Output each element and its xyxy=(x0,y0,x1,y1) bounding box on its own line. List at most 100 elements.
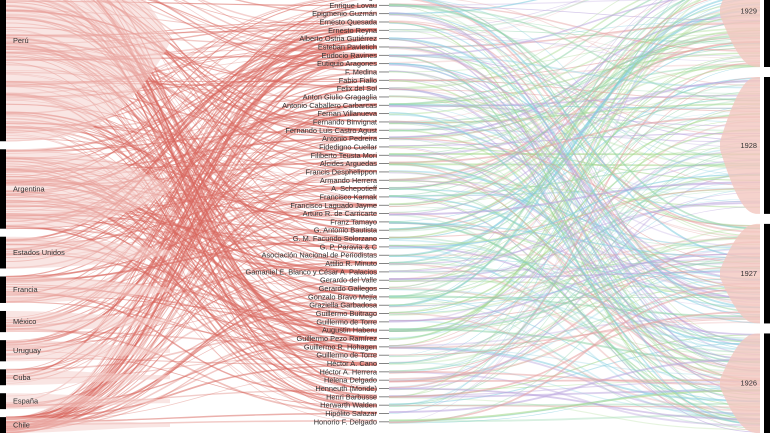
author-label[interactable]: Héctor A. Herrera xyxy=(319,367,377,376)
author-label[interactable]: Ernesto Reyna xyxy=(328,26,378,35)
author-year-flow xyxy=(388,172,761,391)
country-node-bar[interactable] xyxy=(0,276,6,303)
author-label[interactable]: Alcides Arguedas xyxy=(320,159,377,168)
country-node-bar[interactable] xyxy=(0,393,6,410)
country-node-bar[interactable] xyxy=(0,310,6,333)
author-label[interactable]: Filiberto Teusta Mori xyxy=(311,151,378,160)
author-year-flow xyxy=(388,104,761,109)
author-year-flow xyxy=(388,146,761,360)
author-label[interactable]: Honorio F. Delgado xyxy=(314,417,377,426)
country-node-bar[interactable] xyxy=(0,236,6,269)
author-year-flow xyxy=(388,270,761,373)
author-label[interactable]: Graziella Garbadosa xyxy=(309,301,378,310)
author-label[interactable]: Henri Barbusse xyxy=(326,392,377,401)
country-node-bar[interactable] xyxy=(0,149,6,229)
author-label[interactable]: Fidedigno Cuellar xyxy=(319,142,377,151)
author-year-flow xyxy=(388,170,761,383)
author-year-flow xyxy=(388,97,761,214)
year-node-bar[interactable] xyxy=(764,77,770,214)
author-label[interactable]: Fernando Binvignat xyxy=(313,117,377,126)
author-label[interactable]: Antonio Caballero Carbarcas xyxy=(282,101,377,110)
country-node-bar[interactable] xyxy=(0,0,6,142)
author-label[interactable]: Anton Giulio Gragaglia xyxy=(303,92,378,101)
author-year-flow xyxy=(388,245,761,336)
author-label[interactable]: Gonzalo Bravo Mejía xyxy=(308,292,378,301)
author-label[interactable]: G. P. Paravia & C xyxy=(320,242,378,251)
year-node-fan xyxy=(720,333,760,433)
year-node-bar[interactable] xyxy=(764,223,770,324)
author-label[interactable]: Guillermo Buitrago xyxy=(316,309,377,318)
author-label[interactable]: Fernando Luis Castro Agust xyxy=(285,126,377,135)
year-node-bar[interactable] xyxy=(764,0,770,67)
country-author-flow xyxy=(95,0,378,391)
author-year-flow xyxy=(388,255,761,374)
year-node-bar[interactable] xyxy=(764,333,770,433)
author-label[interactable]: Guillermo de Torre xyxy=(316,317,377,326)
author-label[interactable]: Asociación Nacional de Periodistas xyxy=(262,251,378,260)
country-node-bar[interactable] xyxy=(0,417,6,433)
author-label[interactable]: Francisco Laguado Jayme xyxy=(290,201,377,210)
author-label[interactable]: Antenor Orrego xyxy=(326,0,377,2)
author-year-flow xyxy=(388,54,761,166)
country-author-flow xyxy=(5,329,378,371)
author-year-flow xyxy=(388,328,761,363)
author-label[interactable]: Francisco Karnak xyxy=(319,192,377,201)
author-label[interactable]: Felix del Sol xyxy=(337,84,378,93)
author-year-flow xyxy=(388,66,761,365)
author-label[interactable]: Gerardo del Valle xyxy=(320,276,377,285)
country-author-flow xyxy=(5,6,378,418)
author-label[interactable]: Armando Herrera xyxy=(320,176,378,185)
author-label[interactable]: Augustin Haberu xyxy=(322,326,377,335)
author-label[interactable]: Guillermo R. Hohagen xyxy=(304,342,377,351)
country-author-flow xyxy=(147,0,378,47)
author-label[interactable]: Fabio Fiallo xyxy=(339,76,377,85)
country-node-bar[interactable] xyxy=(0,340,6,362)
author-year-flow xyxy=(388,389,761,398)
country-author-flow xyxy=(181,0,378,55)
author-label[interactable]: Héctor A. Cano xyxy=(327,359,377,368)
author-label[interactable]: Helena Delgado xyxy=(324,376,377,385)
author-label[interactable]: Antonio Pedreira xyxy=(322,134,378,143)
author-year-flow xyxy=(388,37,761,309)
author-label[interactable]: Francis Desphelippon xyxy=(306,167,377,176)
country-label: Chile xyxy=(13,421,30,430)
author-label[interactable]: G. M. Facundo Solorzano xyxy=(293,234,377,243)
country-author-flow xyxy=(234,0,378,15)
author-label[interactable]: Alberto Ostria Gutiérrez xyxy=(299,34,377,43)
author-label[interactable]: Franz Tamayo xyxy=(330,217,377,226)
author-year-flow xyxy=(388,9,761,180)
author-year-flow xyxy=(388,154,761,302)
author-year-flow xyxy=(388,111,761,426)
author-year-flow xyxy=(388,120,761,349)
author-label[interactable]: Attilio R. Minuto xyxy=(325,259,377,268)
author-label[interactable]: F. Medina xyxy=(345,67,378,76)
author-label[interactable]: A. Schepotieff xyxy=(331,184,378,193)
author-label[interactable]: Hipólito Salazar xyxy=(325,409,377,418)
author-label[interactable]: Herwarth Walden xyxy=(320,401,377,410)
author-label[interactable]: Guillermo de Torre xyxy=(316,351,377,360)
author-year-flow xyxy=(388,187,761,238)
author-label[interactable]: Fernan Villanueva xyxy=(318,109,378,118)
author-year-flow xyxy=(388,0,683,6)
country-author-flow xyxy=(5,134,378,314)
country-node-bar[interactable] xyxy=(0,369,6,386)
author-label[interactable]: Gamaniel E. Blanco y César A. Palacios xyxy=(246,267,378,276)
author-label[interactable]: G. Antonio Bautista xyxy=(314,226,378,235)
author-label[interactable]: Gerardo Gallegos xyxy=(319,284,378,293)
author-label[interactable]: Arturo R. de Carricarte xyxy=(303,209,377,218)
author-year-flow xyxy=(388,180,761,422)
author-label[interactable]: Guillermo Pezo Ramírez xyxy=(297,334,378,343)
country-label: Cuba xyxy=(13,373,32,382)
author-year-flow xyxy=(388,45,761,281)
author-label[interactable]: Epigmenio Guzmán xyxy=(312,9,377,18)
country-node-fan xyxy=(6,393,170,410)
author-label[interactable]: Esteban Pavletich xyxy=(318,42,377,51)
author-year-flow xyxy=(388,79,761,382)
author-label[interactable]: Enrique Lovau xyxy=(329,1,377,10)
author-label[interactable]: Ernesto Quesada xyxy=(319,17,377,26)
author-year-flow xyxy=(388,32,761,73)
author-label[interactable]: Henneuth (Monde) xyxy=(315,384,377,393)
author-label[interactable]: Eutiquio Aragones xyxy=(317,59,377,68)
author-year-flow xyxy=(388,174,761,299)
author-label[interactable]: Eudocio Ravines xyxy=(322,51,378,60)
